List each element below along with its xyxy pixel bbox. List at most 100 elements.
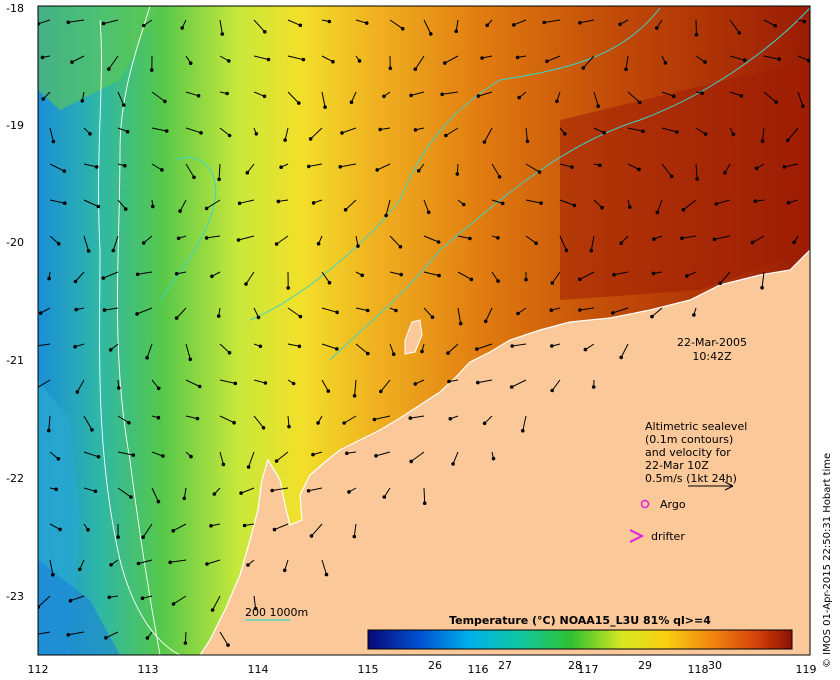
velocity-vector-head (589, 248, 594, 253)
velocity-vector (284, 127, 289, 141)
velocity-vector (274, 523, 289, 531)
velocity-vector (729, 19, 740, 34)
velocity-vector (797, 91, 804, 107)
velocity-vector-head (266, 57, 271, 62)
velocity-vector-head (700, 91, 704, 95)
velocity-vector-head (233, 381, 238, 386)
velocity-vector (184, 631, 187, 644)
velocity-vector-head (331, 59, 335, 64)
velocity-vector-head (227, 133, 232, 138)
velocity-vector (376, 163, 391, 171)
velocity-vector-head (212, 492, 217, 496)
velocity-vector-head (521, 428, 525, 433)
sealevel-contours (159, 7, 810, 361)
velocity-vector (695, 19, 697, 35)
velocity-vector-head (681, 208, 686, 212)
time-label: 10:42Z (692, 350, 732, 363)
velocity-vector-head (340, 131, 344, 135)
velocity-vector-head (258, 344, 263, 349)
velocity-vector-head (496, 279, 500, 283)
velocity-vector-head (356, 244, 360, 248)
velocity-vector (444, 55, 459, 64)
velocity-vector-head (107, 67, 111, 71)
velocity-vector-head (750, 240, 755, 245)
velocity-vector (582, 55, 595, 69)
velocity-vector-head (652, 237, 656, 241)
velocity-vector (287, 55, 304, 61)
velocity-vector-head (496, 236, 500, 240)
velocity-vector-head (63, 201, 67, 205)
velocity-vector-head (578, 21, 582, 25)
velocity-vector-head (135, 272, 140, 277)
velocity-vector (179, 199, 187, 212)
velocity-vector-head (753, 199, 758, 203)
velocity-vector-head (176, 236, 181, 241)
velocity-vector-head (156, 415, 161, 420)
velocity-vector-head (51, 572, 55, 577)
velocity-vector-head (619, 241, 623, 245)
velocity-vector (491, 199, 503, 204)
velocity-vector-head (448, 417, 453, 421)
velocity-vector-head (127, 420, 131, 425)
velocity-vector (797, 55, 809, 62)
velocity-vector (103, 271, 119, 279)
velocity-vector (38, 19, 51, 25)
velocity-vector-head (483, 319, 488, 324)
velocity-vector-head (262, 94, 267, 99)
velocity-vector (457, 271, 472, 280)
velocity-vector (593, 127, 605, 134)
velocity-vector-head (117, 386, 121, 390)
velocity-vector-head (129, 495, 133, 499)
legend-line: (0.1m contours) (645, 433, 733, 446)
colorbar (367, 629, 793, 650)
velocity-vector (612, 307, 629, 314)
velocity-vector (219, 19, 223, 35)
velocity-vector-head (792, 240, 796, 245)
velocity-vector-head (323, 105, 327, 109)
velocity-vector (729, 55, 745, 61)
velocity-vector-head (578, 277, 582, 282)
map-frame (37, 5, 811, 656)
velocity-vector (656, 199, 663, 213)
velocity-vector-head (345, 451, 349, 456)
velocity-vector (75, 271, 85, 282)
velocity-vector (253, 415, 264, 429)
velocity-vector (284, 559, 289, 571)
isobaths (98, 6, 181, 655)
velocity-vector (321, 379, 329, 392)
velocity-vector-head (109, 563, 113, 567)
velocity-legend: Altimetric sealevel (0.1m contours) and … (645, 420, 747, 491)
velocity-vector-head (786, 138, 790, 143)
velocity-vector-head (524, 277, 528, 282)
velocity-vector-head (324, 572, 329, 577)
velocity-vector-head (563, 131, 567, 136)
velocity-vector (206, 559, 221, 565)
velocity-vector (38, 343, 51, 347)
lat-tick-label: -18 (6, 2, 24, 15)
velocity-vector (593, 199, 603, 209)
lat-tick-label: -20 (6, 236, 24, 249)
velocity-vector-head (188, 357, 193, 362)
velocity-vector (49, 235, 60, 245)
velocity-vector-head (220, 32, 225, 36)
velocity-vector (272, 487, 289, 491)
velocity-vector-head (239, 491, 243, 495)
velocity-vector-head (482, 421, 487, 426)
velocity-vector-head (316, 421, 320, 425)
velocity-vector-head (641, 129, 645, 134)
velocity-vector (389, 343, 395, 355)
velocity-vector (551, 379, 561, 391)
velocity-vector (579, 19, 595, 24)
velocity-vector (239, 199, 255, 204)
velocity-vector (423, 271, 440, 277)
velocity-vector-head (58, 527, 62, 532)
velocity-vector-head (150, 68, 154, 72)
velocity-vector-head (409, 459, 414, 464)
velocity-vector-head (237, 201, 242, 206)
velocity-vector-head (311, 452, 315, 457)
velocity-vector-head (675, 130, 679, 134)
velocity-vector (321, 343, 337, 350)
velocity-vector-head (624, 67, 628, 72)
velocity-vector-head (739, 94, 744, 98)
velocity-vector-head (168, 560, 172, 565)
